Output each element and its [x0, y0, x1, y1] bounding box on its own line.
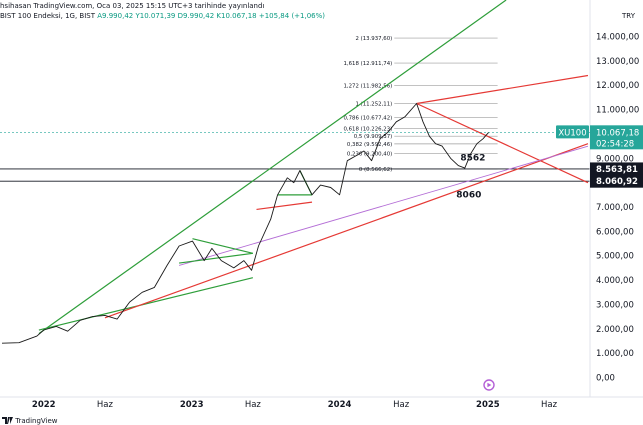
y-tick-label: 1.000,00 — [596, 349, 634, 359]
red-upper-resistance-line[interactable] — [416, 74, 589, 105]
red-2023-base-line[interactable] — [256, 201, 313, 211]
level-tag-label: 8.563,81 — [596, 165, 638, 175]
annotation-label: 8060 — [456, 190, 481, 200]
ohlc-bar: BIST 100 Endeksi, 1G, BIST A9.990,42 Y10… — [0, 12, 325, 20]
price-line — [1, 103, 490, 344]
x-tick-label: Haz — [393, 400, 410, 410]
tradingview-logo-icon — [2, 417, 13, 424]
fib-level-label: 0,236 (9.200,40) — [347, 151, 392, 157]
level-tag-bg — [590, 174, 643, 188]
price-tag-bg — [590, 125, 643, 150]
fib-level-label: 1 (11.252,11) — [355, 101, 392, 107]
x-tick-label: Haz — [97, 400, 114, 410]
low-value: D9.990,42 — [177, 12, 215, 20]
open-value: A9.990,42 — [97, 12, 134, 20]
y-tick-label: 4.000,00 — [596, 276, 634, 286]
level-tag-bg — [590, 162, 643, 176]
green-channel-upper-line[interactable] — [38, 0, 507, 335]
level-tag-label: 8.060,92 — [596, 177, 638, 187]
y-tick-label: 6.000,00 — [596, 227, 634, 237]
close-value: K10.067,18 — [216, 12, 257, 20]
replay-icon[interactable] — [483, 379, 495, 391]
symbol-line: BIST 100 Endeksi, 1G, BIST — [0, 12, 96, 20]
fib-level-label: 0,382 (9.592,46) — [347, 142, 392, 148]
symbol-tag-bg — [556, 125, 589, 139]
y-tick-label: 5.000,00 — [596, 252, 634, 262]
y-tick-label: 14.000,00 — [596, 33, 639, 43]
y-tick-label: 12.000,00 — [596, 81, 639, 91]
symbol-tag-label: XU100 — [558, 128, 586, 138]
y-tick-label: 13.000,00 — [596, 57, 639, 67]
x-tick-label: Haz — [245, 400, 262, 410]
x-axis[interactable]: 2022 Haz 2023 Haz 2024 Haz 2025 Haz — [32, 400, 558, 410]
y-tick-label: 0,00 — [596, 374, 615, 384]
publish-line: hsihasan TradingView.com, Oca 03, 2025 1… — [0, 2, 265, 10]
y-tick-label: 9.000,00 — [596, 154, 634, 164]
fib-level-label: 0,786 (10.677,42) — [343, 115, 392, 121]
brand-label: TradingView — [15, 417, 58, 425]
tradingview-footer[interactable]: TradingView — [2, 417, 58, 425]
annotation-label: 8562 — [460, 154, 485, 164]
price-series — [1, 103, 490, 344]
fib-level-label: 1,618 (12.911,74) — [343, 61, 392, 67]
green-triangle-2023-b-line[interactable] — [192, 238, 253, 254]
y-tick-label: 11.000,00 — [596, 106, 639, 116]
fib-level-label: 0,618 (10.226,23) — [343, 126, 392, 132]
x-tick-label: 2022 — [32, 400, 56, 410]
y-tick-label: 2.000,00 — [596, 325, 634, 335]
red-falling-resistance-line[interactable] — [416, 102, 589, 184]
price-tag-countdown: 02:54:28 — [596, 139, 634, 149]
x-tick-label: Haz — [541, 400, 558, 410]
y-axis[interactable]: 14.000,00 13.000,00 12.000,00 11.000,00 10.0… — [596, 33, 639, 384]
high-value: Y10.071,39 — [135, 12, 176, 20]
currency-label: TRY — [622, 12, 635, 20]
green-channel-lower-line[interactable] — [38, 277, 253, 331]
x-tick-label: 2023 — [180, 400, 204, 410]
green-triangle-2023-a-line[interactable] — [179, 252, 253, 264]
annotations: 8562 8060 — [456, 154, 485, 201]
fib-level-label: 1,272 (11.982,56) — [343, 84, 392, 90]
y-tick-label: 3.000,00 — [596, 300, 634, 310]
fib-level-label: 0,5 (9.909,37) — [354, 134, 393, 140]
purple-trend-line[interactable] — [178, 145, 589, 266]
price-tag-value: 10.067,18 — [596, 128, 639, 138]
fib-level-label: 2 (13.937,60) — [355, 36, 392, 42]
trendlines[interactable] — [38, 0, 589, 335]
red-rising-support-line[interactable] — [104, 143, 589, 319]
fib-level-label: 0 (8.566,62) — [359, 167, 392, 173]
x-tick-label: 2025 — [476, 400, 500, 410]
x-tick-label: 2024 — [328, 400, 352, 410]
y-tick-label: 7.000,00 — [596, 203, 634, 213]
fibonacci-retracement[interactable]: 2 (13.937,60) 1,618 (12.911,74) 1,272 (11.… — [343, 36, 498, 173]
change-value: +105,84 (+1,06%) — [258, 12, 326, 20]
